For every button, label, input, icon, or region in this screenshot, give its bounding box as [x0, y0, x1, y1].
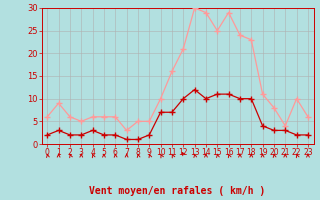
- Text: Vent moyen/en rafales ( km/h ): Vent moyen/en rafales ( km/h ): [90, 186, 266, 196]
